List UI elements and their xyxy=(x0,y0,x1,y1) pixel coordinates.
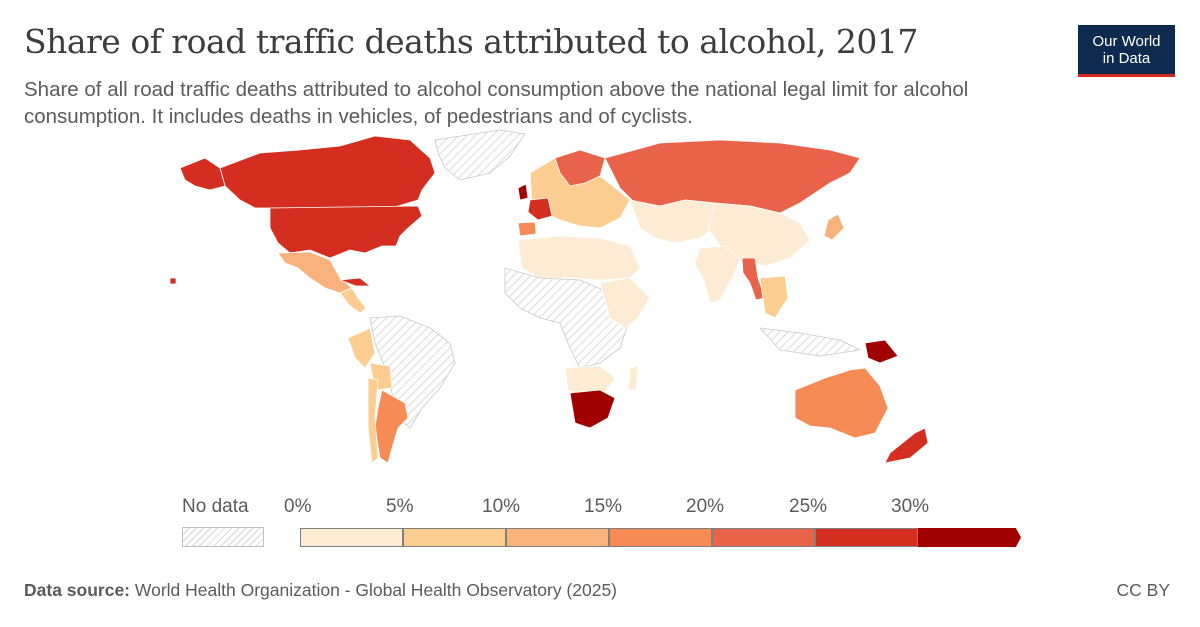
region-hawaii[interactable] xyxy=(169,277,177,285)
region-australia[interactable] xyxy=(794,367,889,439)
region-new-zealand[interactable] xyxy=(884,427,929,464)
chart-title: Share of road traffic deaths attributed … xyxy=(24,22,918,61)
legend-tick-25: 25% xyxy=(789,496,828,517)
legend-tick-30: 30% xyxy=(891,496,930,517)
legend-bin-3[interactable] xyxy=(609,528,712,547)
region-france[interactable] xyxy=(527,197,553,221)
region-central-america[interactable] xyxy=(339,287,367,314)
region-spain[interactable] xyxy=(517,221,537,237)
region-russia[interactable] xyxy=(604,139,861,214)
logo-line-1: Our World xyxy=(1092,33,1161,50)
legend-tick-10: 10% xyxy=(482,496,521,517)
legend-bin-0[interactable] xyxy=(300,528,403,547)
data-source-label: Data source: xyxy=(24,580,131,600)
data-source: Data source: World Health Organization -… xyxy=(24,580,617,601)
region-central-asia[interactable] xyxy=(629,199,721,244)
region-cuba[interactable] xyxy=(339,277,371,287)
legend-tick-5: 5% xyxy=(386,496,414,517)
region-india[interactable] xyxy=(694,245,741,304)
legend-bin-6[interactable] xyxy=(918,528,1021,547)
region-alaska[interactable] xyxy=(179,157,226,191)
region-peru[interactable] xyxy=(347,327,376,369)
region-scandinavia[interactable] xyxy=(554,149,606,187)
region-east-africa[interactable] xyxy=(599,277,651,329)
legend-no-data-swatch xyxy=(182,527,264,547)
legend-bin-2[interactable] xyxy=(506,528,609,547)
region-mexico[interactable] xyxy=(277,251,353,294)
region-north-africa[interactable] xyxy=(517,235,641,281)
region-japan[interactable] xyxy=(823,213,845,241)
region-indonesia[interactable] xyxy=(759,327,861,357)
region-myanmar[interactable] xyxy=(741,257,766,301)
region-south-africa[interactable] xyxy=(569,389,616,429)
legend-bin-5[interactable] xyxy=(815,528,918,547)
world-map xyxy=(169,129,929,464)
owid-logo[interactable]: Our World in Data xyxy=(1078,25,1175,77)
region-uk[interactable] xyxy=(517,183,529,201)
legend-tick-0: 0% xyxy=(284,496,312,517)
region-united-states[interactable] xyxy=(269,205,423,259)
region-chile[interactable] xyxy=(367,377,379,464)
license-label[interactable]: CC BY xyxy=(1116,580,1170,600)
region-southeast-asia[interactable] xyxy=(759,275,789,319)
logo-line-2: in Data xyxy=(1102,50,1151,67)
region-greenland[interactable] xyxy=(434,129,526,181)
legend-bin-1[interactable] xyxy=(403,528,506,547)
region-papua-new-guinea[interactable] xyxy=(864,339,899,364)
chart-subtitle: Share of all road traffic deaths attribu… xyxy=(24,78,969,128)
legend-tick-15: 15% xyxy=(584,496,623,517)
legend-no-data-label: No data xyxy=(182,496,249,517)
region-central-africa[interactable] xyxy=(504,267,631,369)
data-source-text[interactable]: World Health Organization - Global Healt… xyxy=(134,580,618,600)
region-canada[interactable] xyxy=(219,135,436,211)
region-argentina[interactable] xyxy=(374,389,409,464)
map-regions xyxy=(169,129,929,464)
region-china[interactable] xyxy=(707,202,811,267)
legend-bin-4[interactable] xyxy=(712,528,815,547)
region-madagascar[interactable] xyxy=(627,365,639,391)
legend-tick-20: 20% xyxy=(686,496,725,517)
